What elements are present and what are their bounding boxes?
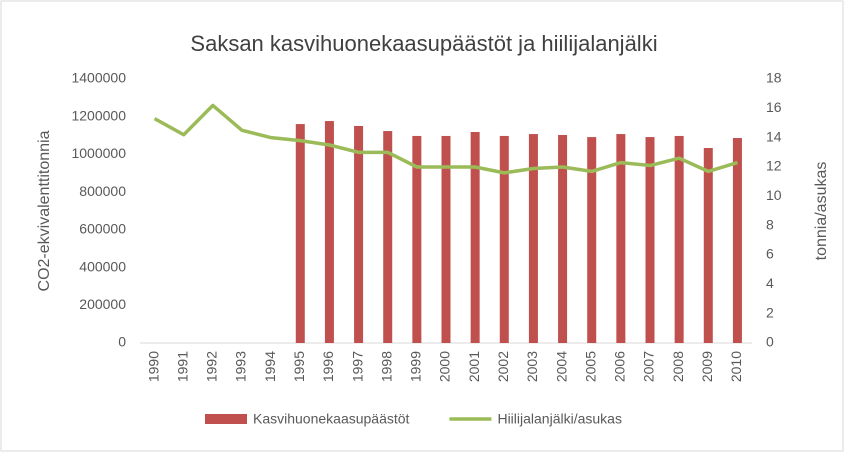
x-tick-label: 2003 [524, 351, 540, 382]
bar [354, 125, 364, 343]
x-tick-label: 1995 [291, 351, 307, 382]
line [153, 103, 738, 175]
y-tick-label: 600000 [79, 221, 126, 237]
y-tick-label: 200000 [79, 296, 126, 312]
y2-tick-label: 6 [766, 246, 774, 262]
y-axis-title: CO2-ekvivalenttitonnia [36, 130, 53, 291]
y2-tick-label: 0 [766, 334, 774, 350]
y2-tick-label: 4 [766, 275, 774, 291]
x-tick-label: 1993 [233, 351, 249, 382]
bar [528, 134, 538, 343]
bar [383, 131, 393, 343]
bar [674, 135, 684, 343]
y2-tick-label: 8 [766, 216, 774, 232]
x-tick-label: 1990 [145, 351, 161, 382]
legend-label: Hiilijalanjälki/asukas [497, 411, 622, 427]
bar [499, 135, 509, 343]
y2-axis-title: tonnia/asukas [813, 162, 830, 261]
x-tick-label: 1996 [320, 351, 336, 382]
bar [587, 137, 597, 343]
y2-tick-label: 14 [766, 128, 782, 144]
x-tick-label: 1998 [378, 351, 394, 382]
y-tick-label: 0 [118, 334, 126, 350]
y-tick-label: 400000 [79, 258, 126, 274]
x-tick-label: 1992 [204, 351, 220, 382]
y-tick-label: 1400000 [71, 70, 126, 86]
x-tick-label: 2010 [728, 351, 744, 382]
bar [703, 148, 713, 343]
x-tick-label: 2006 [612, 351, 628, 382]
bar [441, 135, 451, 343]
x-tick-label: 2001 [466, 351, 482, 382]
x-tick-label: 1997 [349, 351, 365, 382]
x-tick-label: 2008 [670, 351, 686, 382]
x-tick-label: 2004 [553, 351, 569, 382]
bar [412, 135, 422, 343]
x-tick-label: 1999 [408, 351, 424, 382]
x-tick-label: 2009 [699, 351, 715, 382]
bar [645, 137, 655, 343]
chart-frame [0, 0, 844, 452]
chart-title: Saksan kasvihuonekaasupäästöt ja hiilija… [190, 31, 657, 56]
y2-tick-label: 16 [766, 99, 782, 115]
x-tick-label: 1991 [174, 351, 190, 382]
y2-tick-label: 18 [766, 70, 782, 86]
y2-tick-label: 2 [766, 304, 774, 320]
x-tick-label: 1994 [262, 351, 278, 382]
bar [295, 124, 305, 343]
x-tick-label: 2007 [641, 351, 657, 382]
legend-swatch [205, 414, 247, 424]
y-tick-label: 800000 [79, 183, 126, 199]
y-tick-label: 1200000 [71, 107, 126, 123]
legend-label: Kasvihuonekaasupäästöt [253, 411, 410, 427]
bar [732, 138, 742, 343]
y-tick-label: 1000000 [71, 145, 126, 161]
bar [324, 121, 334, 344]
x-tick-label: 2002 [495, 351, 511, 382]
bar [616, 134, 626, 343]
y2-tick-label: 10 [766, 187, 782, 203]
y2-tick-label: 12 [766, 158, 782, 174]
x-tick-label: 2000 [437, 351, 453, 382]
bar [558, 135, 568, 343]
bar [470, 131, 480, 343]
x-tick-label: 2005 [582, 351, 598, 382]
